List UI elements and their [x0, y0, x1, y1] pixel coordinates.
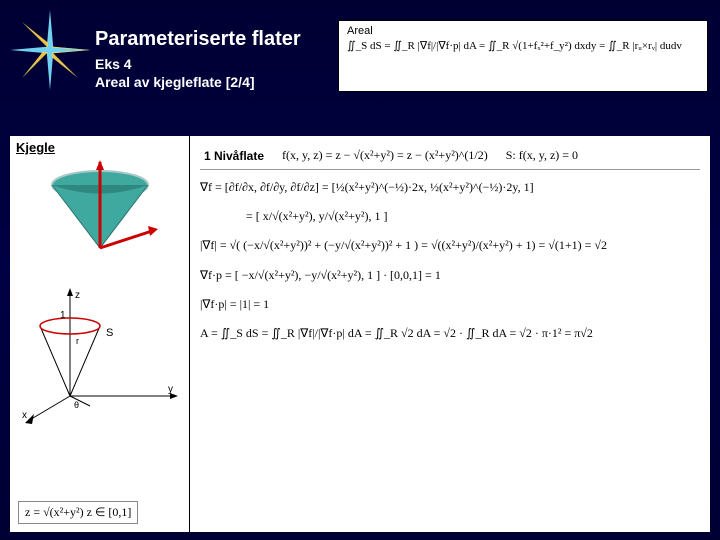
top-formula-title: Areal [347, 25, 699, 37]
svg-text:x: x [22, 410, 27, 421]
cone-schematic: z y x 1 r θ S [20, 286, 180, 426]
subtitle-2: Areal av kjegleflate [2/4] [95, 73, 301, 91]
left-bottom-equation: z = √(x²+y²) z ∈ [0,1] [18, 501, 138, 524]
svg-text:r: r [76, 336, 79, 346]
svg-text:1: 1 [60, 310, 66, 321]
dotp-abs-eq: |∇f·p| = |1| = 1 [200, 295, 700, 314]
niva-label: 1 Nivåflate [204, 149, 264, 163]
svg-text:θ: θ [74, 400, 79, 410]
svg-text:z: z [75, 290, 80, 301]
f-definition: f(x, y, z) = z − √(x²+y²) = z − (x²+y²)^… [282, 148, 488, 163]
gradient-eq-1: ∇f = [∂f/∂x, ∂f/∂y, ∂f/∂z] = [½(x²+y²)^(… [200, 178, 700, 197]
norm-eq: |∇f| = √( (−x/√(x²+y²))² + (−y/√(x²+y²))… [200, 236, 700, 255]
s-definition: S: f(x, y, z) = 0 [506, 148, 578, 163]
definition-row: 1 Nivåflate f(x, y, z) = z − √(x²+y²) = … [200, 142, 700, 170]
subtitle-1: Eks 4 [95, 55, 301, 73]
final-eq: A = ∬_S dS = ∬_R |∇f|/|∇f·p| dA = ∬_R √2… [200, 324, 700, 343]
gradient-eq-2: = [ x/√(x²+y²), y/√(x²+y²), 1 ] [246, 207, 700, 226]
right-column: 1 Nivåflate f(x, y, z) = z − √(x²+y²) = … [190, 136, 710, 532]
left-column: Kjegle z y x 1 [10, 136, 190, 532]
main-panel: Kjegle z y x 1 [10, 136, 710, 532]
star-icon [10, 10, 90, 90]
header: Parameteriserte flater Eks 4 Areal av kj… [95, 28, 301, 91]
top-formula-box: Areal ∬_S dS = ∬_R |∇f|/|∇f·p| dA = ∬_R … [338, 20, 708, 92]
svg-text:S: S [106, 327, 113, 339]
svg-text:y: y [168, 384, 173, 395]
cone-render [40, 160, 160, 260]
top-formula-body: ∬_S dS = ∬_R |∇f|/|∇f·p| dA = ∬_R √(1+fₓ… [347, 39, 699, 52]
page-title: Parameteriserte flater [95, 28, 301, 51]
kjegle-label: Kjegle [16, 140, 55, 155]
dotp-eq: ∇f·p = [ −x/√(x²+y²), −y/√(x²+y²), 1 ] ·… [200, 266, 700, 285]
